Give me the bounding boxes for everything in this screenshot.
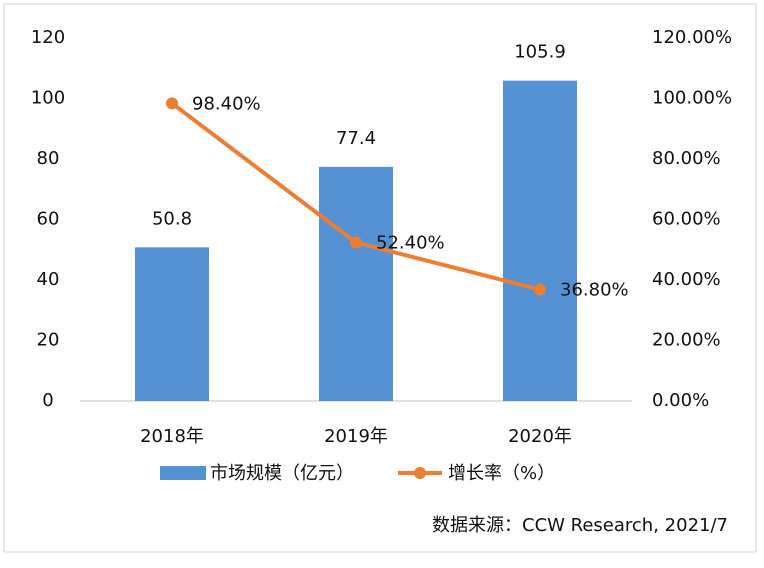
bar-value-label: 50.8 xyxy=(152,208,192,229)
legend-label: 增长率（%） xyxy=(448,463,555,484)
line-value-label: 98.40% xyxy=(192,93,261,114)
y-tick-label: 80 xyxy=(37,148,60,169)
line-value-label: 52.40% xyxy=(376,232,445,253)
bar xyxy=(503,80,577,401)
y2-tick-label: 20.00% xyxy=(652,330,721,351)
line-point xyxy=(350,236,362,249)
y-tick-label: 60 xyxy=(37,209,60,230)
bar xyxy=(135,247,209,401)
y2-tick-label: 60.00% xyxy=(652,209,721,230)
legend-swatch xyxy=(160,466,206,480)
x-tick-label: 2020年 xyxy=(508,426,572,447)
legend-label: 市场规模（亿元） xyxy=(210,463,354,484)
y-tick-label: 100 xyxy=(31,88,65,109)
y-tick-label: 0 xyxy=(42,390,53,411)
source-note: 数据来源：CCW Research, 2021/7 xyxy=(432,515,728,536)
bar-value-label: 105.9 xyxy=(514,42,566,63)
y2-tick-label: 40.00% xyxy=(652,269,721,290)
x-tick-label: 2019年 xyxy=(324,426,388,447)
x-tick-label: 2018年 xyxy=(140,426,204,447)
chart-border xyxy=(3,3,757,553)
y2-tick-label: 0.00% xyxy=(652,390,709,411)
y2-tick-label: 100.00% xyxy=(652,88,732,109)
legend-swatch-dot xyxy=(414,467,426,479)
y-tick-label: 120 xyxy=(31,27,65,48)
line-value-label: 36.80% xyxy=(560,280,629,301)
y2-tick-label: 80.00% xyxy=(652,148,721,169)
y-tick-label: 40 xyxy=(37,269,60,290)
y2-tick-label: 120.00% xyxy=(652,27,732,48)
y-tick-label: 20 xyxy=(37,330,60,351)
line-point xyxy=(166,97,178,110)
bar-value-label: 77.4 xyxy=(336,128,376,149)
line-point xyxy=(534,283,546,296)
bar xyxy=(319,166,393,401)
